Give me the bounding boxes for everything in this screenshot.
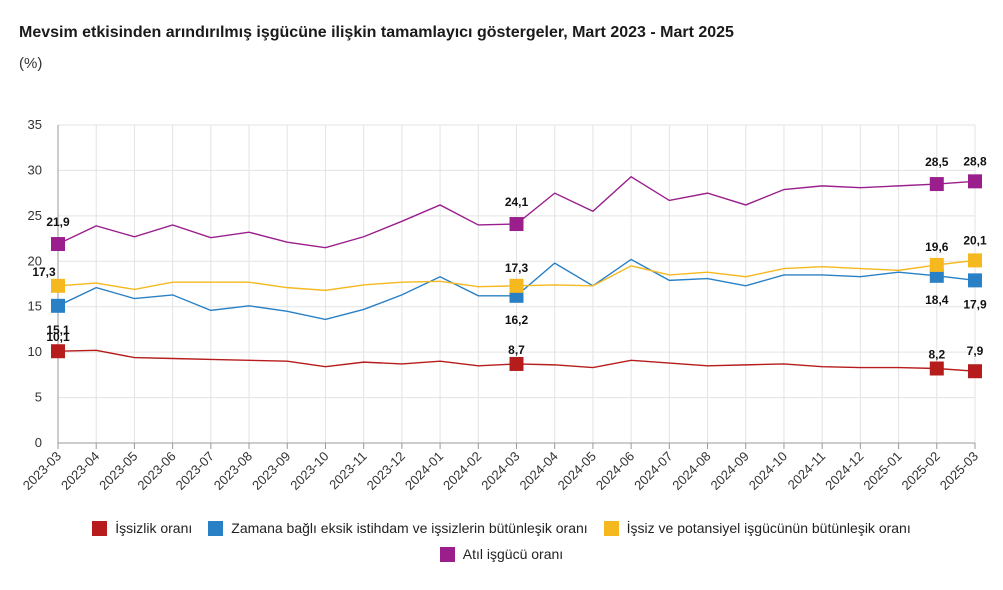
chart-legend: İşsizlik oranı Zamana bağlı eksik istihda… [0, 520, 1003, 572]
x-tick-label: 2023-06 [134, 449, 178, 493]
data-point-marker [51, 237, 65, 252]
legend-label: Atıl işgücü oranı [462, 546, 564, 562]
y-tick-label: 30 [28, 162, 42, 177]
x-tick-label: 2024-05 [555, 449, 599, 493]
x-tick-label: 2024-04 [516, 449, 560, 493]
x-tick-label: 2024-09 [708, 449, 752, 493]
y-tick-label: 0 [35, 435, 42, 450]
x-tick-label: 2023-08 [211, 449, 255, 493]
x-tick-label: 2025-01 [860, 449, 904, 493]
data-point-marker [968, 364, 982, 379]
data-point-marker [51, 298, 65, 313]
data-label: 19,6 [925, 240, 949, 254]
data-label: 24,1 [505, 195, 529, 209]
y-tick-label: 5 [35, 390, 42, 405]
data-label: 17,9 [963, 297, 987, 311]
x-tick-label: 2024-07 [631, 449, 675, 493]
y-tick-label: 25 [28, 208, 42, 223]
x-tick-label: 2024-01 [402, 449, 446, 493]
x-tick-label: 2024-10 [746, 449, 790, 493]
data-label: 8,7 [508, 343, 525, 357]
data-label: 18,4 [925, 293, 949, 307]
data-point-marker [509, 356, 524, 371]
x-tick-label: 2024-12 [822, 449, 866, 493]
data-label: 7,9 [967, 344, 984, 358]
data-label: 10,1 [46, 330, 70, 344]
data-point-marker [51, 344, 65, 359]
y-tick-label: 10 [28, 344, 42, 359]
x-tick-label: 2025-03 [937, 449, 981, 493]
data-point-marker [929, 361, 944, 376]
legend-item[interactable]: Atıl işgücü oranı [439, 546, 564, 562]
data-label: 16,2 [505, 313, 529, 327]
data-point-marker [51, 278, 65, 293]
data-label: 15,1 [46, 323, 70, 337]
x-tick-label: 2025-02 [899, 449, 943, 493]
y-tick-label: 15 [28, 299, 42, 314]
data-point-marker [968, 273, 982, 288]
x-tick-label: 2024-08 [669, 449, 713, 493]
data-label: 17,3 [505, 261, 529, 275]
x-tick-label: 2023-04 [58, 449, 102, 493]
data-point-marker [929, 257, 944, 272]
legend-swatch [439, 546, 455, 562]
x-tick-label: 2023-07 [173, 449, 217, 493]
chart-title: Mevsim etkisinden arındırılmış işgücüne … [19, 24, 734, 41]
legend-label: Zamana bağlı eksik istihdam ve işsizleri… [231, 520, 588, 536]
legend-swatch [92, 520, 108, 536]
data-point-marker [509, 217, 524, 232]
data-label: 20,1 [963, 233, 987, 247]
data-label: 17,3 [32, 265, 56, 279]
data-point-marker [929, 268, 944, 283]
x-tick-label: 2024-06 [593, 449, 637, 493]
chart-subtitle: (%) [19, 55, 43, 72]
data-label: 8,2 [928, 347, 945, 361]
x-tick-label: 2023-03 [20, 449, 64, 493]
legend-item[interactable]: İşsizlik oranı [92, 520, 192, 536]
y-tick-label: 20 [28, 253, 42, 268]
data-point-marker [509, 278, 524, 293]
data-label: 21,9 [46, 215, 70, 229]
legend-item[interactable]: İşsiz ve potansiyel işgücünün bütünleşik… [603, 520, 911, 536]
legend-label: İşsiz ve potansiyel işgücünün bütünleşik… [626, 520, 911, 536]
legend-item[interactable]: Zamana bağlı eksik istihdam ve işsizleri… [208, 520, 588, 536]
legend-swatch [208, 520, 224, 536]
x-tick-label: 2023-11 [326, 449, 370, 493]
x-tick-label: 2024-11 [785, 449, 829, 493]
legend-label: İşsizlik oranı [115, 520, 193, 536]
data-point-marker [929, 177, 944, 192]
x-tick-label: 2023-09 [249, 449, 293, 493]
data-point-marker [968, 253, 982, 268]
x-tick-label: 2023-05 [96, 449, 140, 493]
legend-swatch [603, 520, 619, 536]
y-tick-label: 35 [28, 117, 42, 132]
data-point-marker [968, 174, 982, 189]
x-tick-label: 2024-03 [478, 449, 522, 493]
data-label: 28,8 [963, 154, 987, 168]
x-tick-label: 2024-02 [440, 449, 484, 493]
x-tick-label: 2023-10 [287, 449, 331, 493]
x-tick-label: 2023-12 [364, 449, 408, 493]
data-label: 28,5 [925, 155, 949, 169]
